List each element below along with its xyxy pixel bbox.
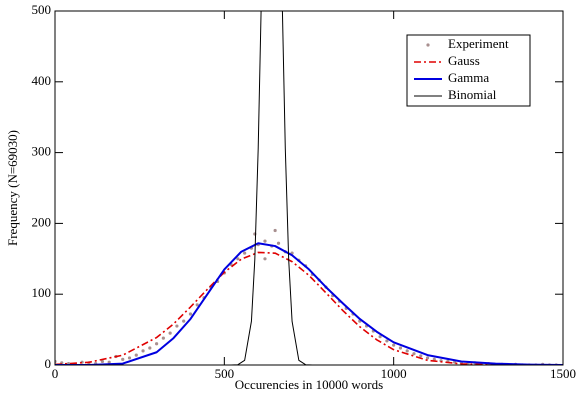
- data-point: [148, 346, 152, 350]
- y-tick-label: 400: [32, 73, 52, 88]
- data-point: [155, 342, 159, 346]
- data-point: [107, 360, 111, 364]
- legend-label: Gauss: [448, 53, 480, 68]
- data-point: [141, 349, 145, 353]
- legend-label: Gamma: [448, 70, 489, 85]
- data-point: [263, 257, 267, 261]
- y-tick-label: 0: [45, 356, 52, 371]
- data-point: [425, 356, 430, 360]
- y-tick-label: 500: [32, 2, 52, 17]
- data-point: [398, 346, 403, 350]
- x-axis-label: Occurencies in 10000 words: [235, 377, 383, 392]
- series-line: [55, 251, 563, 365]
- x-tick-label: 500: [215, 366, 235, 381]
- series-line: [55, 242, 563, 365]
- data-point: [127, 356, 132, 360]
- legend-label: Binomial: [448, 87, 497, 102]
- data-point: [161, 336, 165, 340]
- x-tick-label: 0: [52, 366, 59, 381]
- data-point: [195, 303, 199, 307]
- data-point: [392, 343, 396, 347]
- data-point: [273, 228, 277, 233]
- data-point: [432, 357, 436, 361]
- data-point: [419, 354, 423, 358]
- data-point: [182, 319, 186, 323]
- data-point: [378, 335, 382, 339]
- x-tick-label: 1000: [381, 366, 407, 381]
- data-point: [385, 339, 389, 343]
- data-point: [134, 353, 138, 357]
- data-point: [175, 324, 179, 328]
- legend-marker: [426, 43, 430, 47]
- data-point: [188, 312, 193, 316]
- legend-box: [406, 34, 531, 107]
- data-point: [263, 239, 267, 243]
- data-point: [121, 357, 125, 361]
- data-point: [100, 359, 105, 364]
- y-tick-label: 300: [32, 144, 52, 159]
- data-point: [243, 251, 247, 255]
- data-point: [276, 241, 281, 245]
- y-tick-label: 200: [32, 214, 52, 229]
- x-tick-label: 1500: [550, 366, 576, 381]
- plot-area: [55, 11, 563, 365]
- data-point: [168, 331, 172, 335]
- data-point: [236, 257, 240, 261]
- legend-label: Experiment: [448, 36, 509, 51]
- data-point: [405, 349, 409, 353]
- series-line: [55, 11, 563, 365]
- y-tick-label: 100: [32, 285, 52, 300]
- y-axis-label: Frequency (N=69030): [5, 130, 20, 246]
- data-point: [412, 352, 416, 356]
